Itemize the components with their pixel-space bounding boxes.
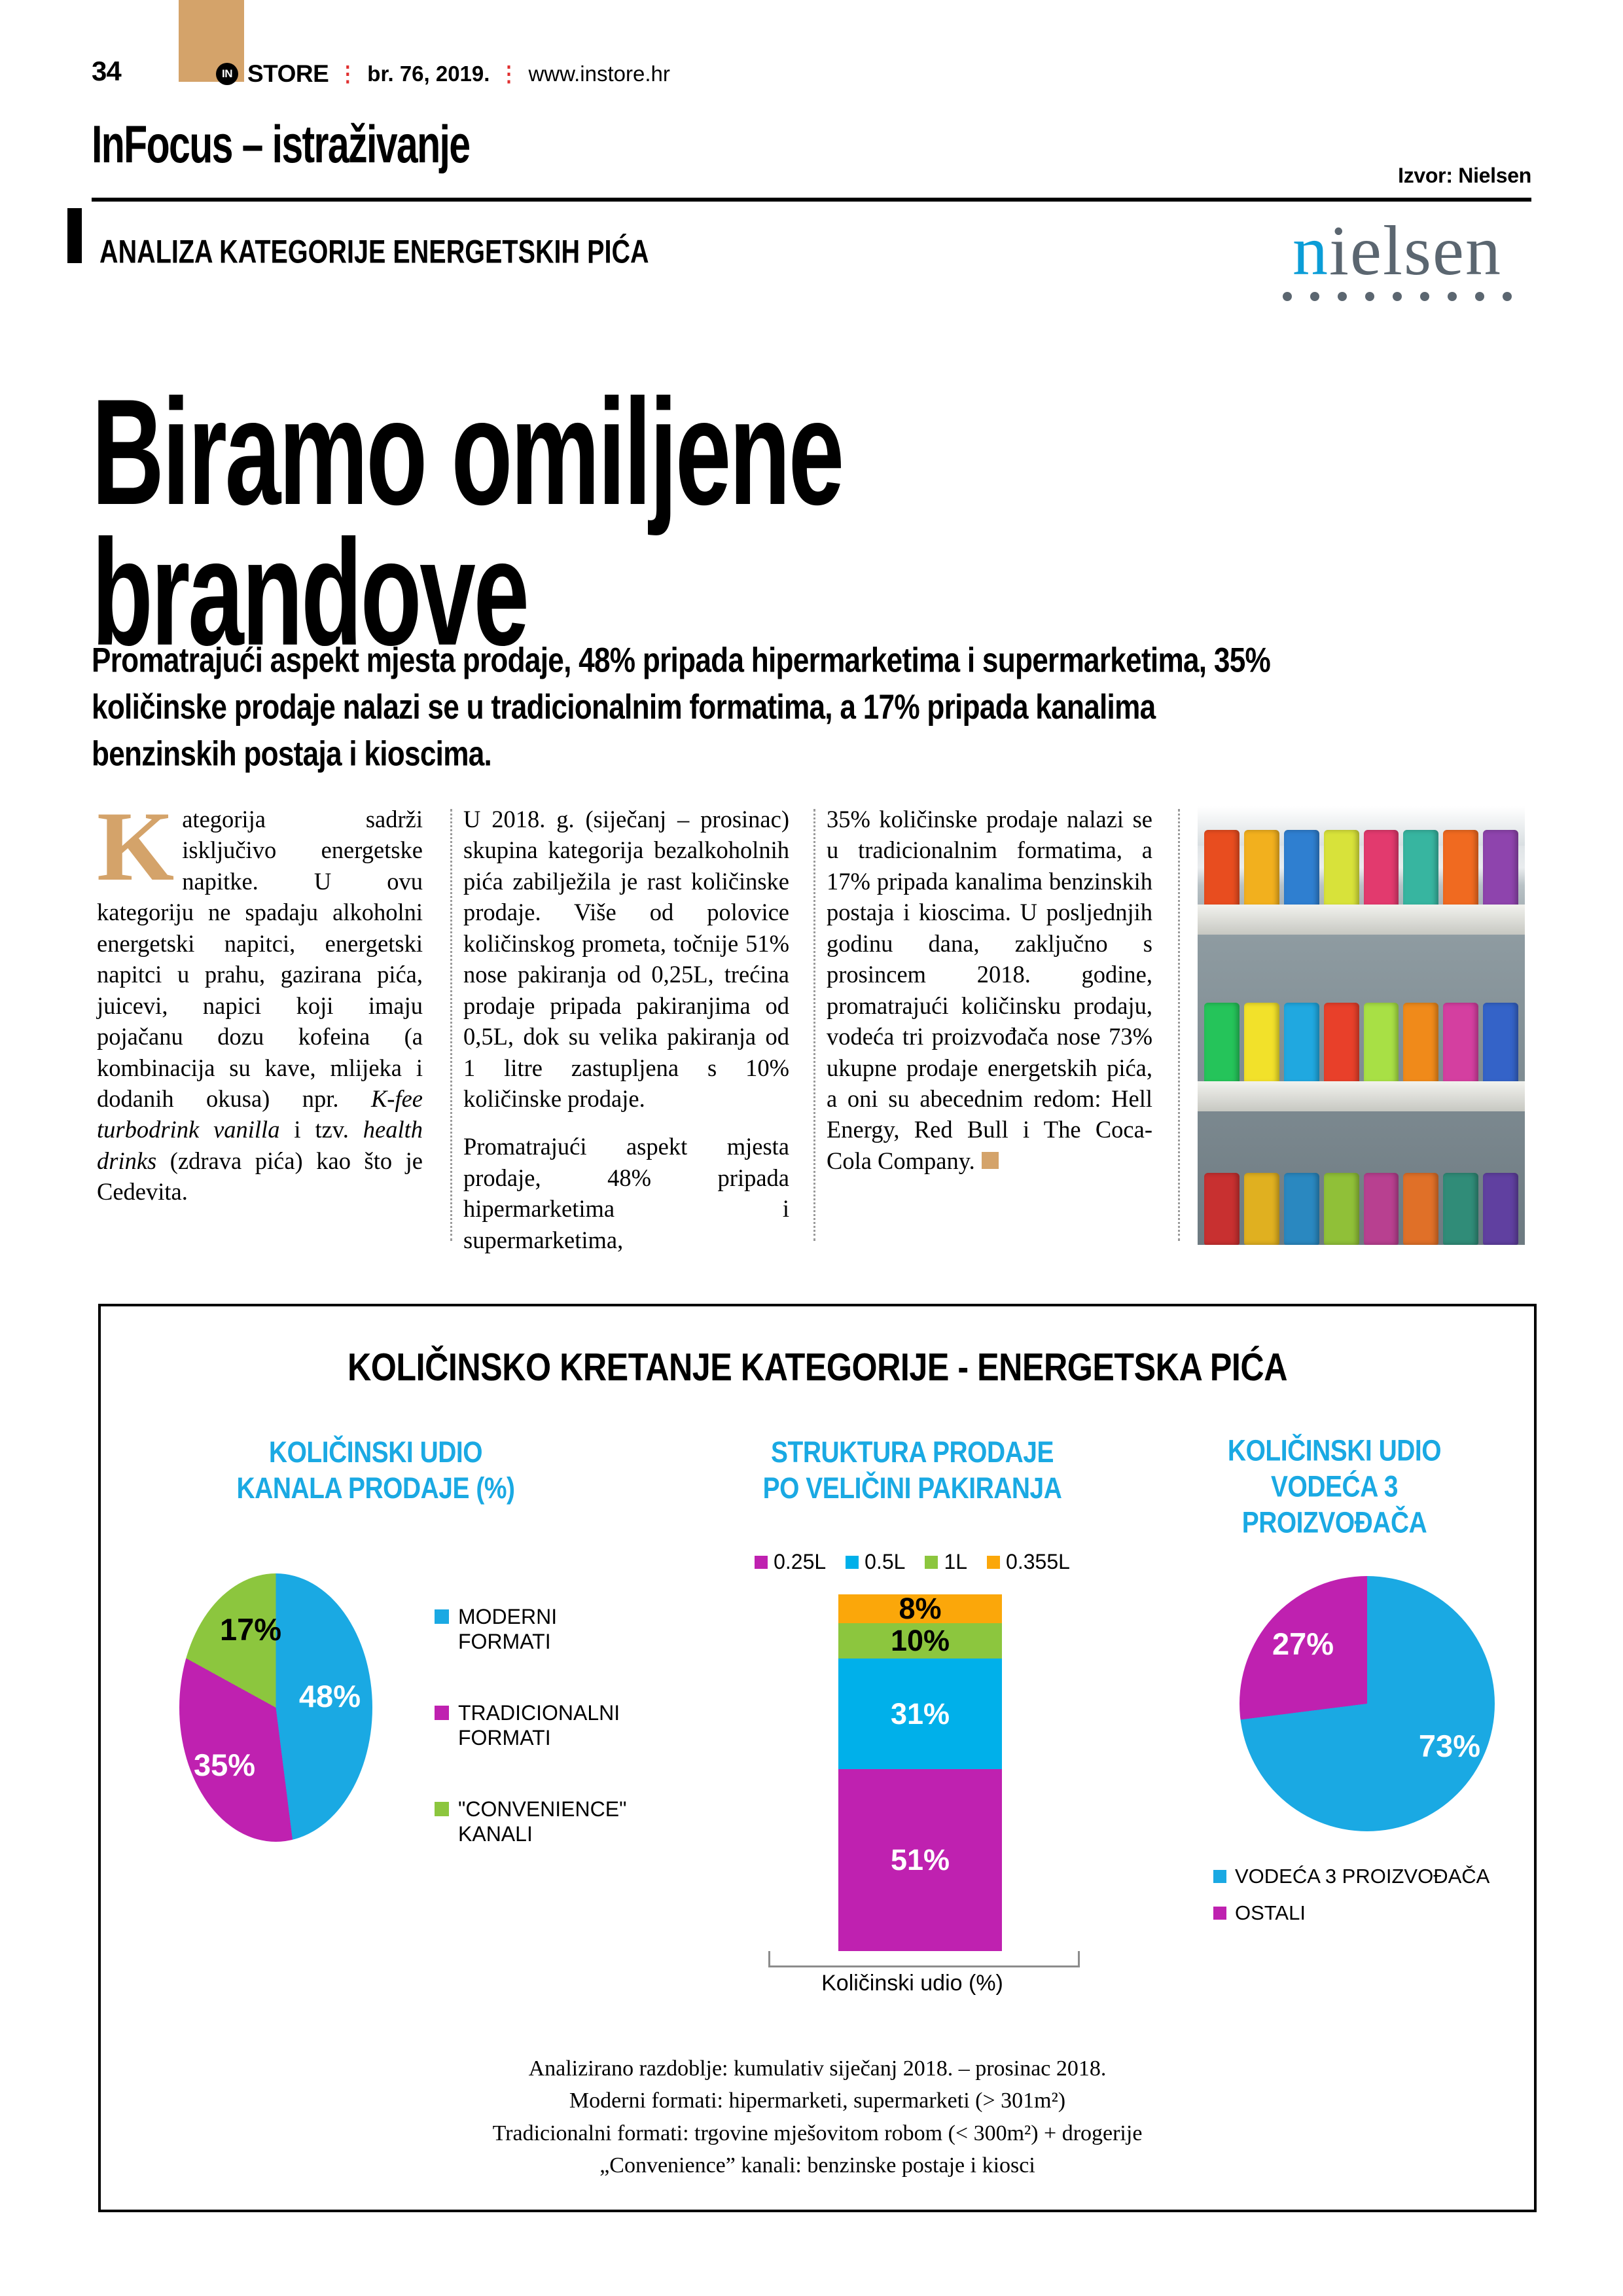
legend-swatch-icon [755,1555,768,1569]
column-divider [813,809,815,1241]
column-divider [1178,809,1180,1241]
legend-label: 0.5L [865,1550,906,1573]
paragraph-text: (zdrava pića) kao što je Cedevita. [97,1147,423,1206]
pie-chart-2-legend: VODEĆA 3 PROIZVOĐAČA OSTALI [1213,1863,1521,1936]
footnote: „Convenience” kanali: benzinske postaje … [599,2153,1035,2178]
page-title: Biramo omiljene brandove [92,367,844,677]
legend-item: 1L [925,1550,967,1574]
chart-3-heading: KOLIČINSKI UDIO VODEĆA 3 PROIZVOĐAČA [1227,1433,1442,1539]
separator-dots-icon: ⋮ [499,62,520,86]
legend-item: 0.355L [987,1550,1070,1574]
legend-item: TRADICIONALNI FORMATI [435,1700,651,1751]
pie-slice-label: 17% [220,1612,282,1647]
instore-logo-icon: IN [216,63,238,85]
chart-panel-title: KOLIČINSKO KRETANJE KATEGORIJE - ENERGET… [347,1346,1288,1389]
chart-panel: KOLIČINSKO KRETANJE KATEGORIJE - ENERGET… [98,1304,1537,2212]
legend-label: VODEĆA 3 PROIZVOĐAČA [1235,1865,1490,1888]
legend-swatch-icon [435,1801,449,1816]
body-column-2: U 2018. g. (siječanj – prosinac) skupina… [463,804,789,1272]
bar-segment: 8% [838,1592,1002,1625]
nielsen-logo-dots-icon [1270,292,1525,301]
website-url[interactable]: www.instore.hr [528,62,670,86]
footnote: Moderni formati: hipermarketi, supermark… [569,2089,1066,2113]
pie-chart-sales-channels: 48% 35% 17% [179,1573,372,1842]
drop-cap: K [97,791,175,901]
pie-slice-label: 73% [1418,1729,1480,1763]
chart-footnotes: Analizirano razdoblje: kumulativ siječan… [101,2053,1534,2181]
bar-segment: 10% [838,1623,1002,1659]
pie-chart-top-manufacturers: 73% 27% [1240,1576,1495,1831]
nielsen-logo-first-letter: n [1293,212,1330,290]
footnote: Analizirano razdoblje: kumulativ siječan… [528,2056,1107,2081]
legend-label: OSTALI [1235,1901,1306,1924]
bottle-row [1198,1173,1525,1245]
header-divider [92,198,1531,202]
paragraph: 35% količinske prodaje nalazi se u tradi… [827,804,1152,1176]
bar-chart-x-axis-label: Količinski udio (%) [821,1971,1003,1996]
legend-swatch-icon [435,1705,449,1720]
shelf-edge [1198,905,1525,935]
separator-dots-icon: ⋮ [338,62,359,86]
bar-segment: 51% [838,1769,1002,1951]
legend-item: OSTALI [1213,1899,1521,1927]
bar-segment: 31% [838,1659,1002,1770]
product-shelf-photo [1198,806,1525,1245]
legend-label: 0.25L [774,1550,827,1573]
legend-swatch-icon [1213,1906,1226,1920]
page-number: 34 [92,56,122,86]
magazine-brand: STORE [247,60,329,87]
legend-item: 0.25L [755,1550,826,1574]
stacked-bar-chart-package-size: 8% 10% 31% 51% [838,1592,1002,1951]
legend-swatch-icon [435,1609,449,1624]
chart-1-heading: KOLIČINSKI UDIO KANALA PRODAJE (%) [236,1435,515,1505]
article-kicker: ANALIZA KATEGORIJE ENERGETSKIH PIĆA [99,233,649,270]
legend-label: 0.355L [1006,1550,1070,1573]
legend-item: VODEĆA 3 PROIZVOĐAČA [1213,1863,1521,1890]
nielsen-logo-rest: ielsen [1329,212,1502,290]
paragraph-text: 35% količinske prodaje nalazi se u tradi… [827,806,1152,1174]
italic-product-name: K-fee turbodrink vanilla [97,1085,423,1143]
pie-slice-label: 48% [298,1679,361,1713]
paragraph-text: ategorija sadrži isključivo energetske n… [97,806,423,1112]
legend-label: MODERNI FORMATI [458,1605,558,1654]
end-of-article-mark [981,1151,999,1169]
column-divider [450,809,452,1241]
pie-chart-1-legend: MODERNI FORMATI TRADICIONALNI FORMATI "C… [435,1604,651,1892]
pie-slice-label: 35% [194,1748,256,1782]
legend-swatch-icon [987,1555,1001,1569]
nielsen-logo: nielsen [1270,216,1525,301]
shelf-edge [1198,1081,1525,1111]
paragraph: Promatrajući aspekt mjesta prodaje, 48% … [463,1133,789,1253]
italic-term: health drinks [97,1116,423,1174]
bottle-row [1198,1003,1525,1084]
legend-swatch-icon [925,1555,938,1569]
paragraph-text: i tzv. [279,1116,363,1143]
source-credit: Izvor: Nielsen [1398,164,1531,187]
legend-label: "CONVENIENCE" KANALI [458,1797,627,1846]
bottle-row [1198,830,1525,907]
masthead: IN STORE ⋮ br. 76, 2019. ⋮ www.instore.h… [216,60,670,88]
section-title: InFocus – istraživanje [92,115,471,174]
issue-number: br. 76, 2019. [367,62,490,86]
legend-label: 1L [944,1550,968,1573]
legend-swatch-icon [846,1555,859,1569]
footnote: Tradicionalni formati: trgovine mješovit… [492,2121,1143,2145]
kicker-accent-bar [67,208,82,263]
bar-chart-legend: 0.25L 0.5L 1L 0.355L [709,1550,1115,1574]
pie-slice-label: 27% [1272,1626,1334,1661]
paragraph: U 2018. g. (siječanj – prosinac) skupina… [463,806,789,1112]
legend-label: TRADICIONALNI FORMATI [458,1700,620,1750]
body-column-3: 35% količinske prodaje nalazi se u tradi… [827,804,1152,1193]
lead-paragraph: Promatrajući aspekt mjesta prodaje, 48% … [92,641,1271,774]
legend-item: "CONVENIENCE" KANALI [435,1797,651,1847]
legend-item: 0.5L [846,1550,905,1574]
legend-item: MODERNI FORMATI [435,1604,651,1655]
nielsen-wordmark: nielsen [1270,216,1525,287]
bar-chart-axis [768,1951,1080,1967]
chart-2-heading: STRUKTURA PRODAJE PO VELIČINI PAKIRANJA [762,1435,1062,1505]
legend-swatch-icon [1213,1869,1226,1883]
